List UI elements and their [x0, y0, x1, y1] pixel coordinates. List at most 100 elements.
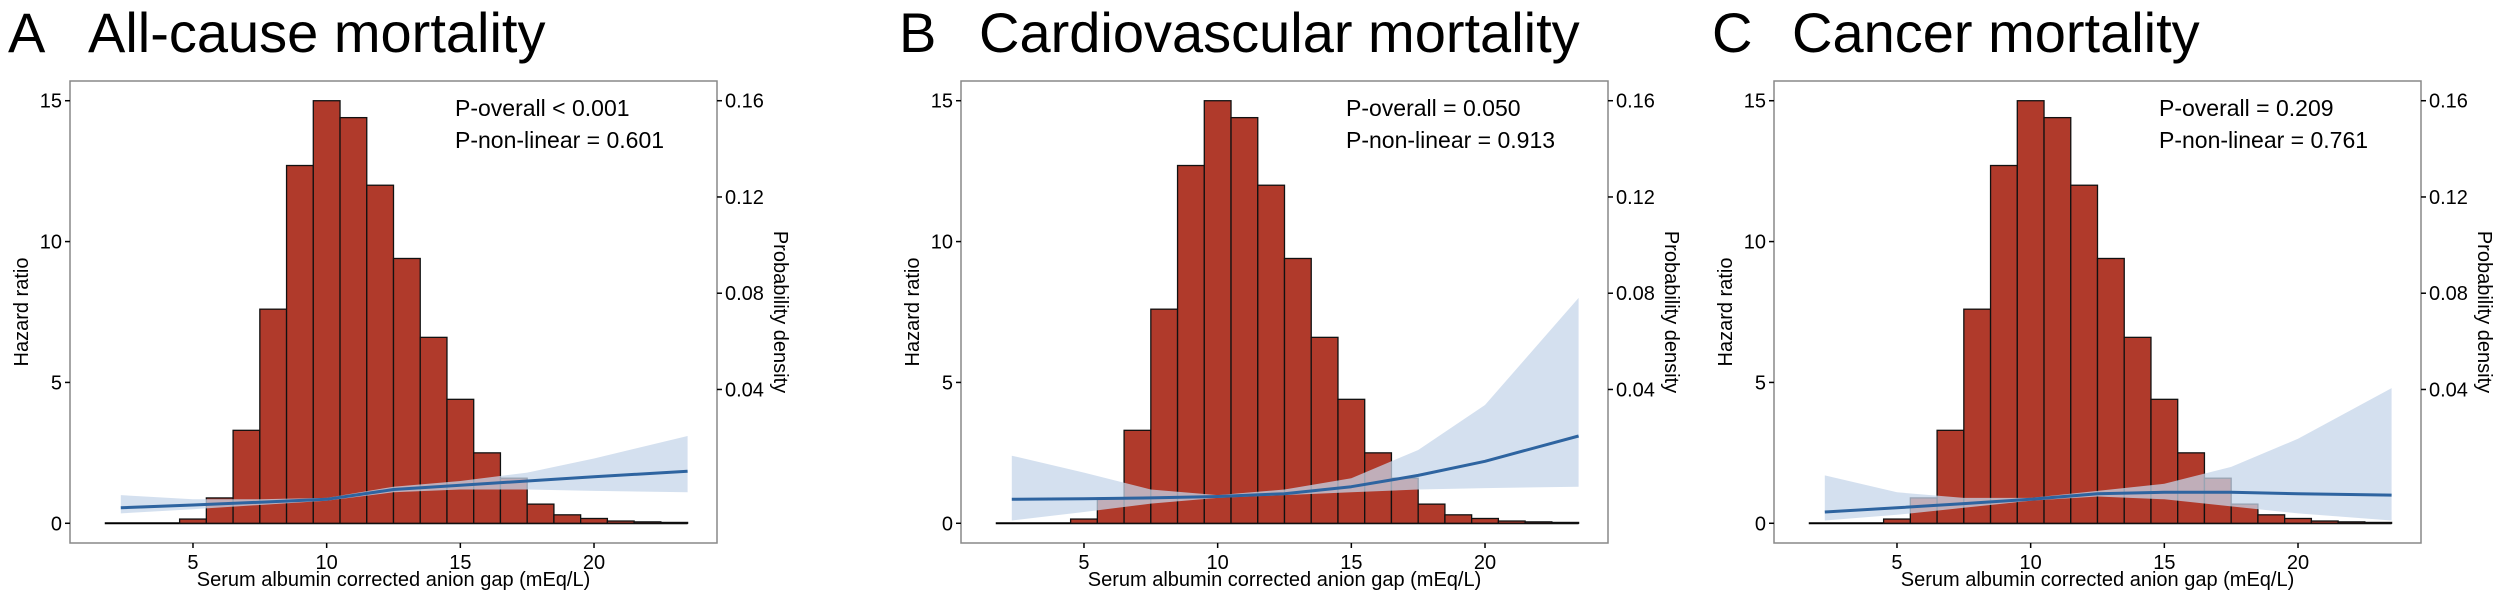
- y2-tick-label: 0.04: [2429, 379, 2468, 401]
- x-tick-label: 15: [1340, 552, 1362, 574]
- histogram-bar: [1470, 517, 1500, 524]
- y2-tick-label: 0.08: [1616, 283, 1655, 305]
- panel-letter: B: [899, 1, 936, 64]
- histogram-bar: [1150, 308, 1179, 524]
- histogram-bar: [178, 518, 208, 524]
- y-axis-label: Hazard ratio: [1715, 258, 1737, 367]
- hazard-ratio-curve: [120, 469, 688, 510]
- histogram-bar: [553, 514, 582, 524]
- histogram-bar: [2096, 257, 2125, 524]
- histogram-bar: [579, 517, 609, 524]
- p-value-annotation: P-non-linear = 0.601: [455, 127, 664, 153]
- confidence-band: [1011, 297, 1579, 521]
- histogram-bar: [1230, 116, 1259, 524]
- confidence-band: [1824, 388, 2392, 521]
- x-tick-label: 20: [1474, 552, 1496, 574]
- p-value-annotation: P-non-linear = 0.913: [1346, 127, 1555, 153]
- x-tick-label: 5: [1078, 552, 1089, 574]
- histogram-bar: [2283, 517, 2313, 524]
- y-tick-label: 15: [1744, 91, 1766, 113]
- histogram-bar: [366, 184, 395, 524]
- histogram-bar: [1497, 520, 1526, 524]
- y-tick-label: 15: [931, 91, 953, 113]
- histogram-bar: [526, 503, 555, 524]
- y-axis-label: Hazard ratio: [902, 258, 924, 367]
- x-tick-label: 15: [2153, 552, 2175, 574]
- hazard-ratio-curve: [1011, 434, 1579, 501]
- y-tick-label: 10: [40, 232, 62, 254]
- y-tick-label: 0: [51, 513, 62, 535]
- x-tick-label: 20: [583, 552, 605, 574]
- p-value-annotation: P-non-linear = 0.761: [2159, 127, 2368, 153]
- histogram-bar: [2016, 100, 2045, 524]
- p-value-annotation: P-overall < 0.001: [455, 95, 630, 121]
- panel-title: Cancer mortality: [1792, 1, 2200, 64]
- y-tick-label: 5: [1755, 372, 1766, 394]
- histogram-bar: [1283, 257, 1312, 524]
- histogram-bar: [2257, 514, 2286, 524]
- y2-axis-label: Probability density: [769, 231, 791, 393]
- histogram-bar: [2337, 521, 2366, 524]
- histogram-bar: [2150, 398, 2179, 524]
- plot-frame: [69, 80, 718, 544]
- x-tick-label: 15: [449, 552, 471, 574]
- x-axis-label: Serum albumin corrected anion gap (mEq/L…: [1088, 569, 1482, 591]
- histogram-bar: [1551, 521, 1580, 524]
- y2-tick-label: 0.16: [1616, 91, 1655, 113]
- histogram-bar: [1176, 164, 1205, 524]
- histogram-bar: [1337, 398, 1366, 524]
- panel-a: A All-cause mortality 0 5 10 15 0.04 0.08 0.12 0.…: [8, 1, 791, 591]
- panel-b: B Cardiovascular mortality 0 5 10 15 0.04 0.08 0…: [899, 1, 1682, 591]
- histogram-bar: [419, 336, 448, 524]
- y2-axis-label: Probability density: [1660, 231, 1682, 393]
- y2-tick-label: 0.16: [725, 91, 764, 113]
- histogram-bar: [1310, 336, 1339, 524]
- x-tick-label: 10: [316, 552, 338, 574]
- y-tick-label: 10: [1744, 232, 1766, 254]
- panel-letter: C: [1712, 1, 1752, 64]
- histogram-bar: [1069, 518, 1099, 524]
- panel-title: Cardiovascular mortality: [979, 1, 1580, 64]
- y-tick-label: 10: [931, 232, 953, 254]
- y2-tick-label: 0.12: [1616, 187, 1655, 209]
- y-tick-label: 0: [942, 513, 953, 535]
- hazard-ratio-curve: [1824, 490, 2392, 514]
- y-tick-label: 5: [942, 372, 953, 394]
- x-tick-label: 5: [1891, 552, 1902, 574]
- histogram-bar: [1257, 184, 1286, 524]
- histogram-bar: [1417, 503, 1446, 524]
- y2-tick-label: 0.04: [1616, 379, 1655, 401]
- panel-c: C Cancer mortality 0 5 10 15 0.04 0.08 0.12 0.16 5…: [1712, 1, 2495, 591]
- y2-tick-label: 0.12: [725, 187, 764, 209]
- histogram-bar: [1882, 518, 1912, 524]
- histogram-bar: [2310, 520, 2339, 524]
- histogram-bar: [1989, 164, 2018, 524]
- histogram-bar: [1203, 100, 1232, 524]
- histogram-bar: [2070, 184, 2099, 524]
- y2-tick-label: 0.04: [725, 379, 764, 401]
- p-value-annotation: P-overall = 0.209: [2159, 95, 2334, 121]
- histogram-bar: [2364, 521, 2393, 524]
- histogram-bar: [660, 521, 689, 524]
- plot-frame: [1773, 80, 2422, 544]
- x-tick-label: 20: [2287, 552, 2309, 574]
- histogram-bar: [2043, 116, 2072, 524]
- plot-frame: [960, 80, 1609, 544]
- x-axis-label: Serum albumin corrected anion gap (mEq/L…: [197, 569, 591, 591]
- x-tick-label: 10: [1207, 552, 1229, 574]
- histogram-bar: [259, 308, 288, 524]
- histogram-bar: [285, 164, 314, 524]
- histogram-bar: [633, 521, 662, 524]
- x-tick-label: 5: [187, 552, 198, 574]
- histogram-bar: [1963, 308, 1992, 524]
- y2-tick-label: 0.08: [725, 283, 764, 305]
- x-tick-label: 10: [2020, 552, 2042, 574]
- histogram-bar: [1524, 521, 1553, 524]
- y2-tick-label: 0.12: [2429, 187, 2468, 209]
- histogram-bar: [606, 520, 635, 524]
- histogram-bar: [446, 398, 475, 524]
- histogram-bar: [339, 116, 368, 524]
- y2-tick-label: 0.08: [2429, 283, 2468, 305]
- histogram-bar: [392, 257, 421, 524]
